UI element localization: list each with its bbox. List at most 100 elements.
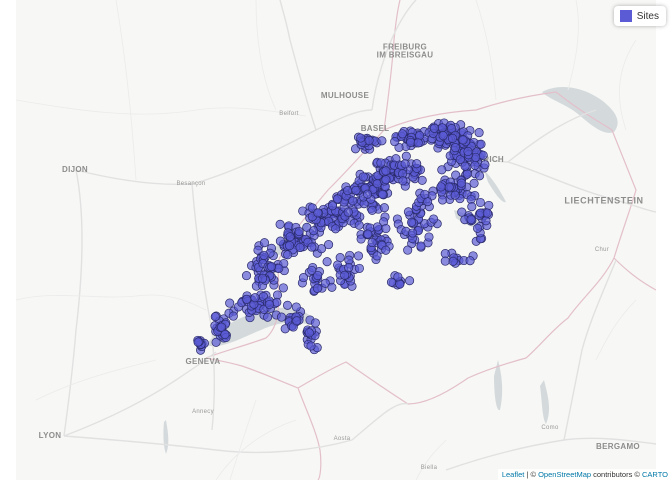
site-marker[interactable] bbox=[381, 223, 391, 234]
site-marker[interactable] bbox=[437, 123, 447, 133]
site-marker[interactable] bbox=[276, 312, 287, 322]
site-marker[interactable] bbox=[436, 182, 446, 192]
site-marker[interactable] bbox=[466, 214, 476, 225]
site-marker[interactable] bbox=[228, 311, 238, 321]
site-marker[interactable] bbox=[354, 263, 364, 273]
site-marker[interactable] bbox=[476, 139, 486, 149]
site-marker[interactable] bbox=[264, 299, 275, 310]
site-marker[interactable] bbox=[475, 197, 485, 208]
site-marker[interactable] bbox=[266, 262, 277, 272]
site-marker[interactable] bbox=[364, 135, 374, 146]
site-marker[interactable] bbox=[406, 137, 416, 147]
site-marker[interactable] bbox=[356, 133, 366, 143]
site-marker[interactable] bbox=[405, 276, 415, 286]
site-marker[interactable] bbox=[482, 208, 492, 218]
site-marker[interactable] bbox=[460, 161, 470, 171]
site-marker[interactable] bbox=[458, 135, 468, 145]
site-marker[interactable] bbox=[241, 271, 252, 281]
leaflet-link[interactable]: Leaflet bbox=[501, 470, 525, 479]
site-marker[interactable] bbox=[393, 272, 403, 282]
site-marker[interactable] bbox=[298, 273, 309, 283]
site-marker[interactable] bbox=[344, 263, 354, 273]
site-marker[interactable] bbox=[322, 257, 332, 267]
site-marker[interactable] bbox=[258, 273, 268, 284]
site-marker[interactable] bbox=[362, 189, 373, 199]
site-marker[interactable] bbox=[220, 329, 230, 340]
site-marker[interactable] bbox=[193, 337, 203, 347]
site-marker[interactable] bbox=[351, 185, 361, 195]
site-marker[interactable] bbox=[372, 222, 383, 232]
site-marker[interactable] bbox=[437, 195, 448, 205]
site-marker[interactable] bbox=[294, 226, 304, 237]
osm-link[interactable]: OpenStreetMap bbox=[538, 470, 592, 479]
site-marker[interactable] bbox=[456, 178, 466, 188]
site-marker[interactable] bbox=[320, 278, 330, 288]
site-marker[interactable] bbox=[250, 293, 260, 303]
site-marker[interactable] bbox=[448, 256, 458, 266]
site-marker[interactable] bbox=[348, 196, 358, 206]
site-marker[interactable] bbox=[480, 160, 490, 170]
site-marker[interactable] bbox=[354, 220, 364, 230]
carto-link[interactable]: CARTO bbox=[642, 470, 668, 479]
site-marker[interactable] bbox=[457, 207, 467, 217]
site-marker[interactable] bbox=[444, 182, 454, 192]
site-marker[interactable] bbox=[447, 133, 458, 143]
site-marker[interactable] bbox=[259, 250, 269, 260]
site-marker[interactable] bbox=[413, 138, 423, 148]
site-marker[interactable] bbox=[292, 316, 302, 326]
site-marker[interactable] bbox=[450, 190, 460, 200]
site-marker[interactable] bbox=[472, 223, 483, 233]
site-marker[interactable] bbox=[275, 219, 285, 229]
site-marker[interactable] bbox=[386, 277, 397, 287]
site-marker[interactable] bbox=[429, 214, 439, 224]
site-marker[interactable] bbox=[327, 282, 337, 292]
site-marker[interactable] bbox=[275, 236, 285, 246]
site-marker[interactable] bbox=[481, 216, 491, 226]
site-marker[interactable] bbox=[353, 251, 364, 261]
site-marker[interactable] bbox=[401, 151, 411, 161]
site-marker[interactable] bbox=[378, 189, 388, 199]
site-marker[interactable] bbox=[344, 255, 354, 265]
site-marker[interactable] bbox=[420, 189, 430, 199]
site-marker[interactable] bbox=[304, 328, 314, 338]
site-marker[interactable] bbox=[358, 172, 368, 182]
site-marker[interactable] bbox=[424, 232, 434, 242]
site-marker[interactable] bbox=[278, 283, 288, 293]
site-marker[interactable] bbox=[313, 270, 323, 281]
site-marker[interactable] bbox=[283, 250, 293, 260]
site-marker[interactable] bbox=[470, 160, 480, 170]
site-marker[interactable] bbox=[403, 245, 413, 255]
site-marker[interactable] bbox=[210, 312, 220, 322]
site-marker[interactable] bbox=[307, 242, 317, 252]
site-marker[interactable] bbox=[398, 176, 408, 186]
site-marker[interactable] bbox=[363, 229, 373, 239]
site-marker[interactable] bbox=[416, 241, 426, 251]
site-marker[interactable] bbox=[343, 207, 353, 217]
site-marker[interactable] bbox=[343, 186, 353, 196]
site-marker[interactable] bbox=[313, 208, 323, 218]
site-marker[interactable] bbox=[417, 175, 427, 185]
site-marker[interactable] bbox=[403, 207, 413, 217]
site-marker[interactable] bbox=[372, 251, 382, 261]
site-marker[interactable] bbox=[408, 228, 418, 238]
site-marker[interactable] bbox=[381, 166, 391, 176]
site-marker[interactable] bbox=[407, 217, 417, 227]
site-marker[interactable] bbox=[367, 205, 377, 215]
site-marker[interactable] bbox=[465, 256, 475, 266]
site-marker[interactable] bbox=[284, 241, 295, 251]
site-marker[interactable] bbox=[437, 165, 447, 175]
site-marker[interactable] bbox=[327, 201, 338, 211]
site-marker[interactable] bbox=[306, 341, 316, 351]
site-marker[interactable] bbox=[332, 194, 343, 204]
site-marker[interactable] bbox=[438, 131, 448, 141]
site-marker[interactable] bbox=[415, 131, 425, 141]
site-marker[interactable] bbox=[463, 146, 473, 157]
site-marker[interactable] bbox=[376, 158, 386, 168]
site-marker[interactable] bbox=[263, 312, 273, 322]
site-marker[interactable] bbox=[291, 302, 301, 312]
site-marker[interactable] bbox=[331, 224, 341, 234]
site-marker[interactable] bbox=[381, 175, 391, 185]
site-marker[interactable] bbox=[379, 203, 389, 213]
site-marker[interactable] bbox=[340, 270, 350, 280]
site-marker[interactable] bbox=[307, 265, 317, 275]
